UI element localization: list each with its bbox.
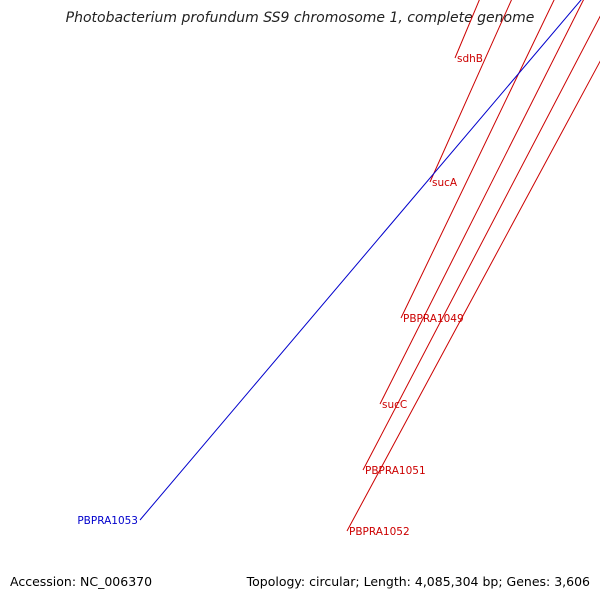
gene-label-sucA[interactable]: sucA [432, 177, 458, 189]
gene-labels: sdhB sucA PBPRA1049 sucC PBPRA1051 PBPRA1052 P… [77, 0, 600, 538]
topology-summary: Topology: circular; Length: 4,085,304 bp… [246, 574, 590, 589]
accession-text: Accession: NC_006370 [10, 574, 153, 589]
leader-line-sucA [429, 0, 512, 183]
gene-label-PBPRA1051[interactable]: PBPRA1051 [365, 465, 426, 477]
gene-label-PBPRA1052[interactable]: PBPRA1052 [349, 526, 410, 538]
leader-line-PBPRA1052 [346, 60, 600, 532]
gene-label-sucC[interactable]: sucC [382, 399, 407, 411]
leader-line-sucC [379, 0, 584, 405]
map-title: Photobacterium profundum SS9 chromosome … [65, 10, 535, 26]
gene-label-PBPRA1049[interactable]: PBPRA1049 [403, 313, 464, 325]
gene-label-sdhB[interactable]: sdhB [457, 53, 483, 65]
leader-line-sdhB [454, 0, 480, 59]
leader-line-PBPRA1051 [362, 15, 600, 471]
leader-line-PBPRA1049 [400, 0, 555, 319]
leader-line-PBPRA1053 [139, 0, 582, 521]
gene-label-PBPRA1053[interactable]: PBPRA1053 [77, 515, 138, 527]
